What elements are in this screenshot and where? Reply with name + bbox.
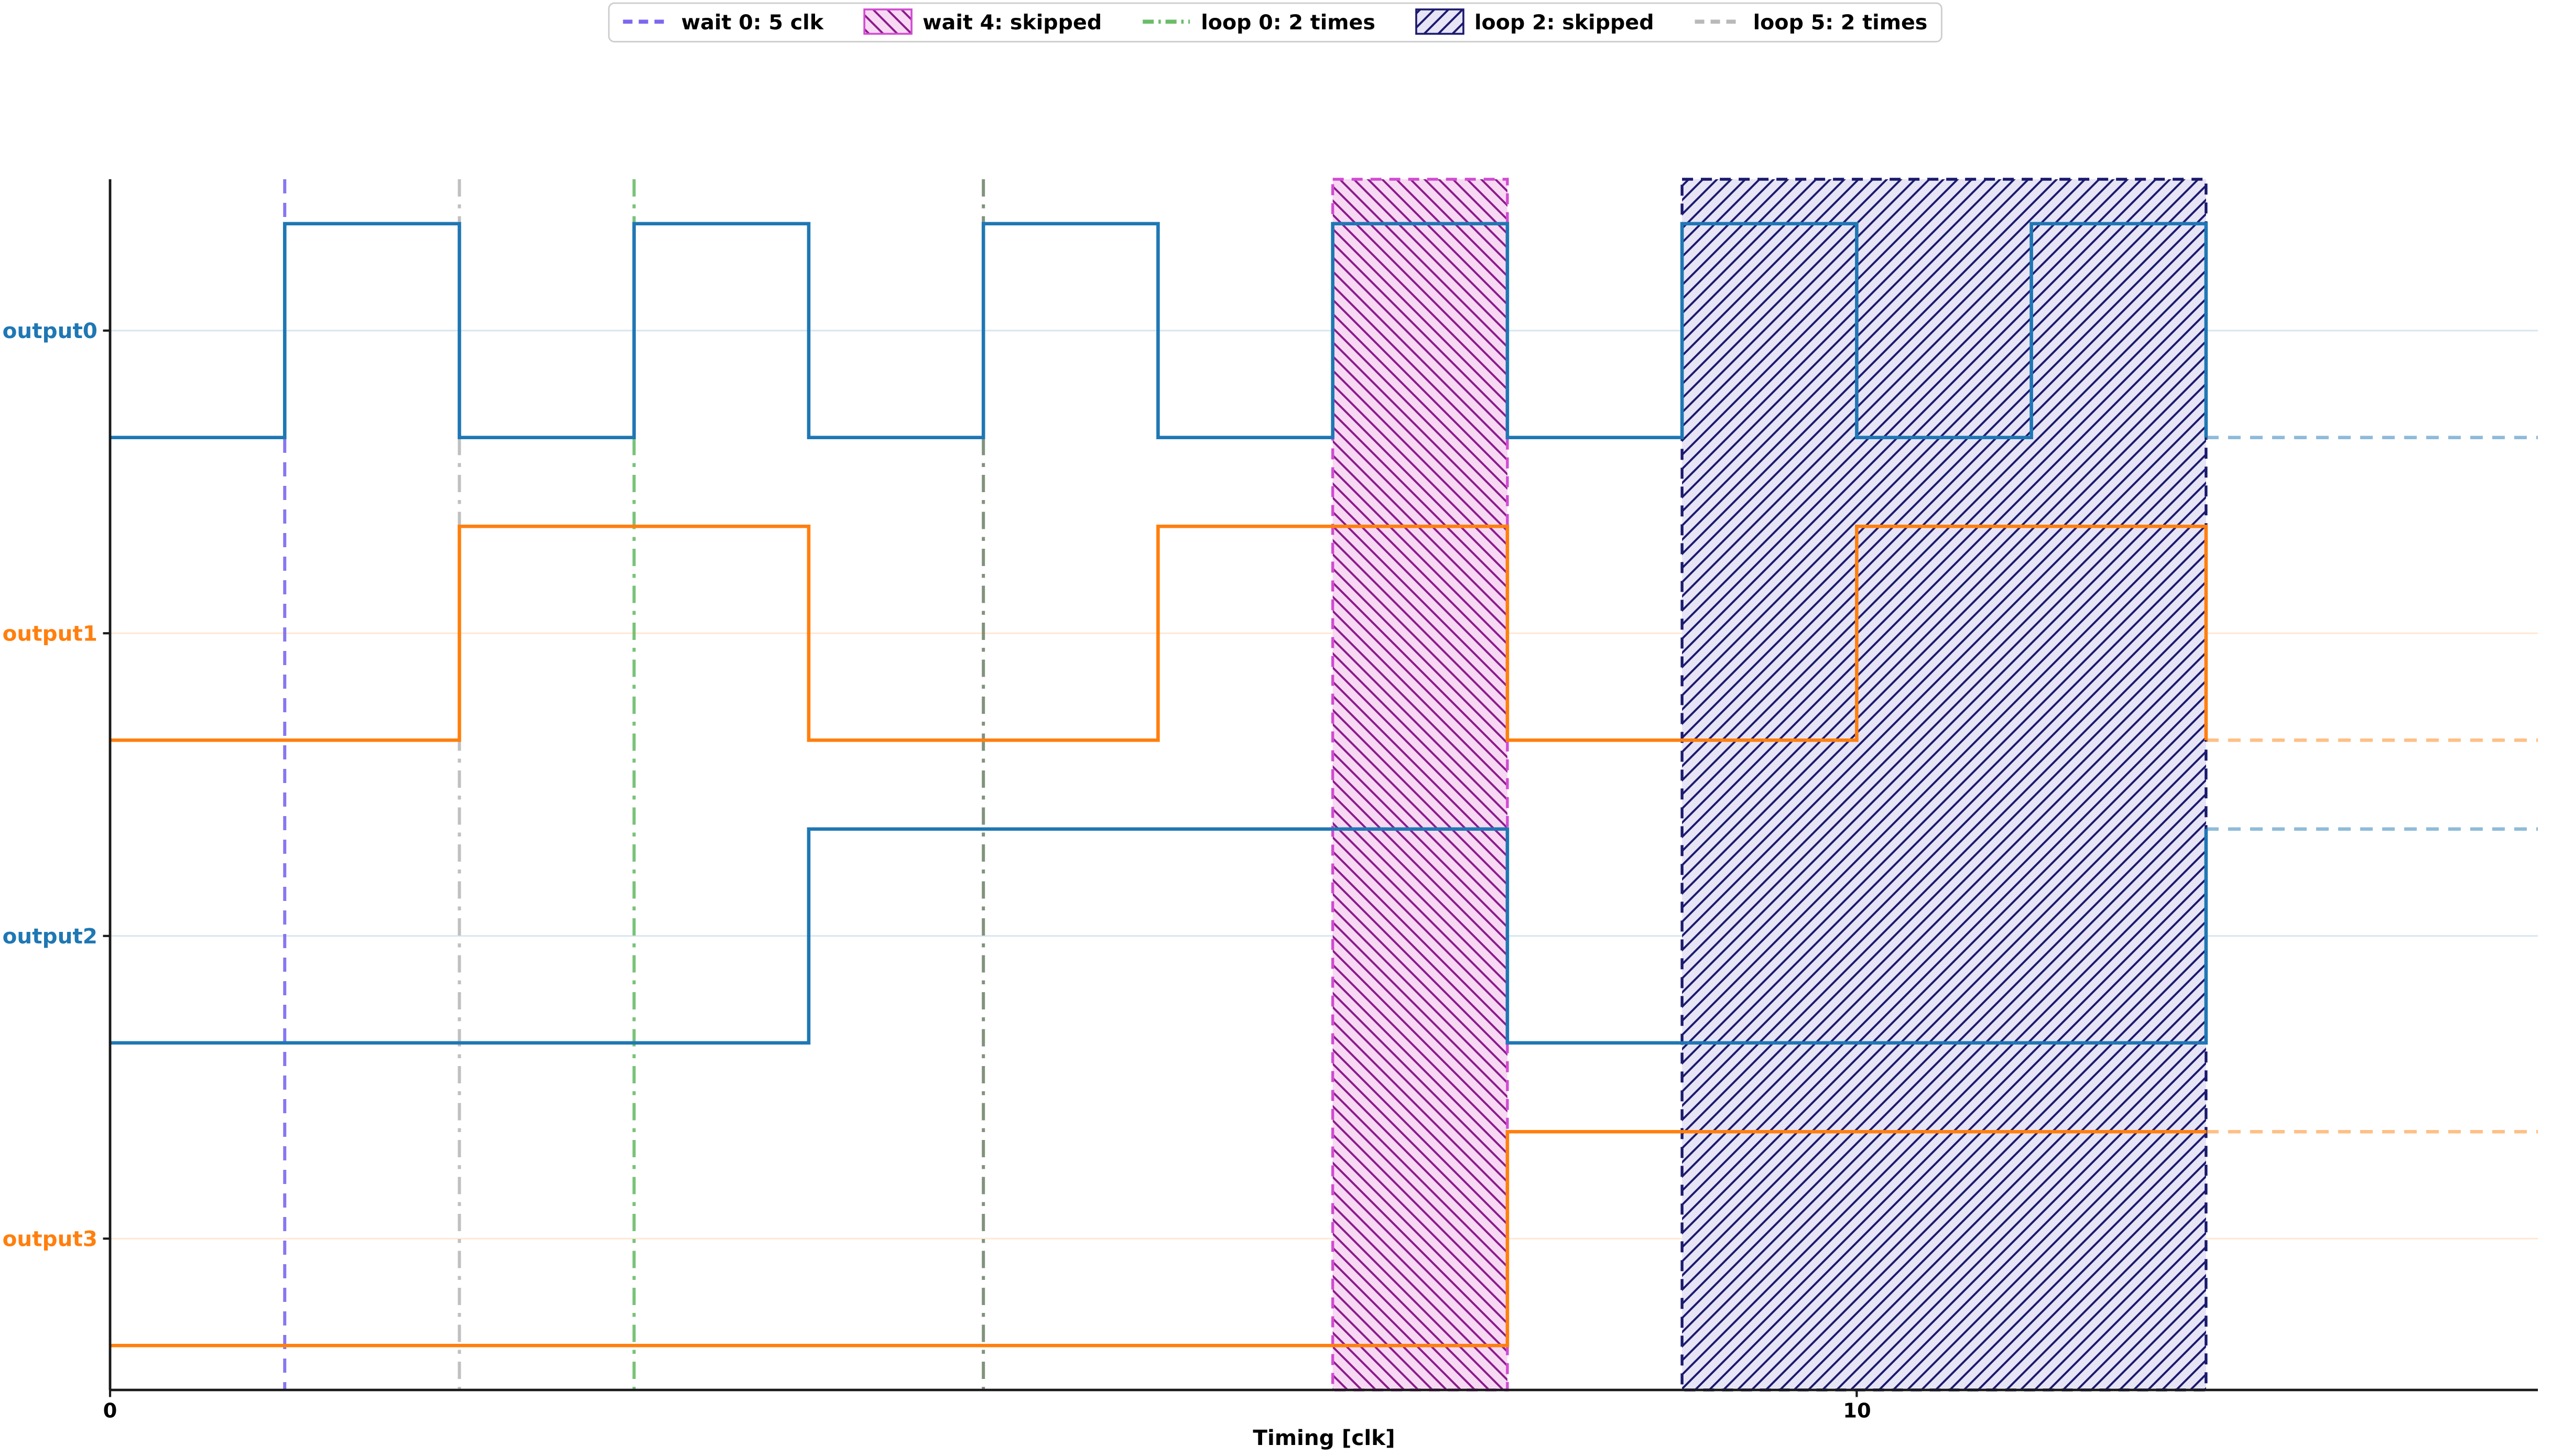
y-label-output2: output2 xyxy=(3,923,97,949)
skip-region-hatch-wait-4-skipped xyxy=(1332,179,1507,1390)
legend-label: wait 0: 5 clk xyxy=(681,10,824,35)
x-axis-title: Timing [clk] xyxy=(1253,1425,1395,1450)
legend-item: loop 5: 2 times xyxy=(1695,10,1928,35)
legend-item: wait 4: skipped xyxy=(863,8,1102,35)
legend: wait 0: 5 clk wait 4: skipped loop 0: 2 ti… xyxy=(608,2,1942,42)
legend-label: loop 0: 2 times xyxy=(1201,10,1375,35)
waveform-output0 xyxy=(110,222,2208,440)
legend-item: loop 2: skipped xyxy=(1415,8,1654,35)
legend-label: wait 4: skipped xyxy=(922,10,1102,35)
skip-region-hatch-loop-2-skipped xyxy=(1682,179,2206,1390)
legend-swatch-patch-border xyxy=(863,8,913,35)
y-label-output0: output0 xyxy=(3,318,97,343)
legend-swatch-patch-hatch xyxy=(1416,9,1463,34)
legend-swatch-patch-border xyxy=(1415,8,1464,35)
y-label-output3: output3 xyxy=(3,1226,97,1252)
legend-label: loop 5: 2 times xyxy=(1753,10,1928,35)
x-tick-label-10: 10 xyxy=(1843,1399,1871,1423)
legend-item: loop 0: 2 times xyxy=(1143,10,1375,35)
legend-swatch-patch-hatch xyxy=(864,9,912,34)
y-label-output1: output1 xyxy=(3,621,97,646)
legend-item: wait 0: 5 clk xyxy=(623,10,824,35)
x-tick-label-0: 0 xyxy=(103,1399,117,1423)
legend-items: wait 0: 5 clk wait 4: skipped loop 0: 2 ti… xyxy=(608,2,1942,42)
waveform-output1 xyxy=(110,524,2208,742)
legend-box xyxy=(608,2,1942,42)
waveform-output3 xyxy=(110,1129,2206,1348)
waveform-output2 xyxy=(110,827,2208,1045)
legend-label: loop 2: skipped xyxy=(1474,10,1654,35)
